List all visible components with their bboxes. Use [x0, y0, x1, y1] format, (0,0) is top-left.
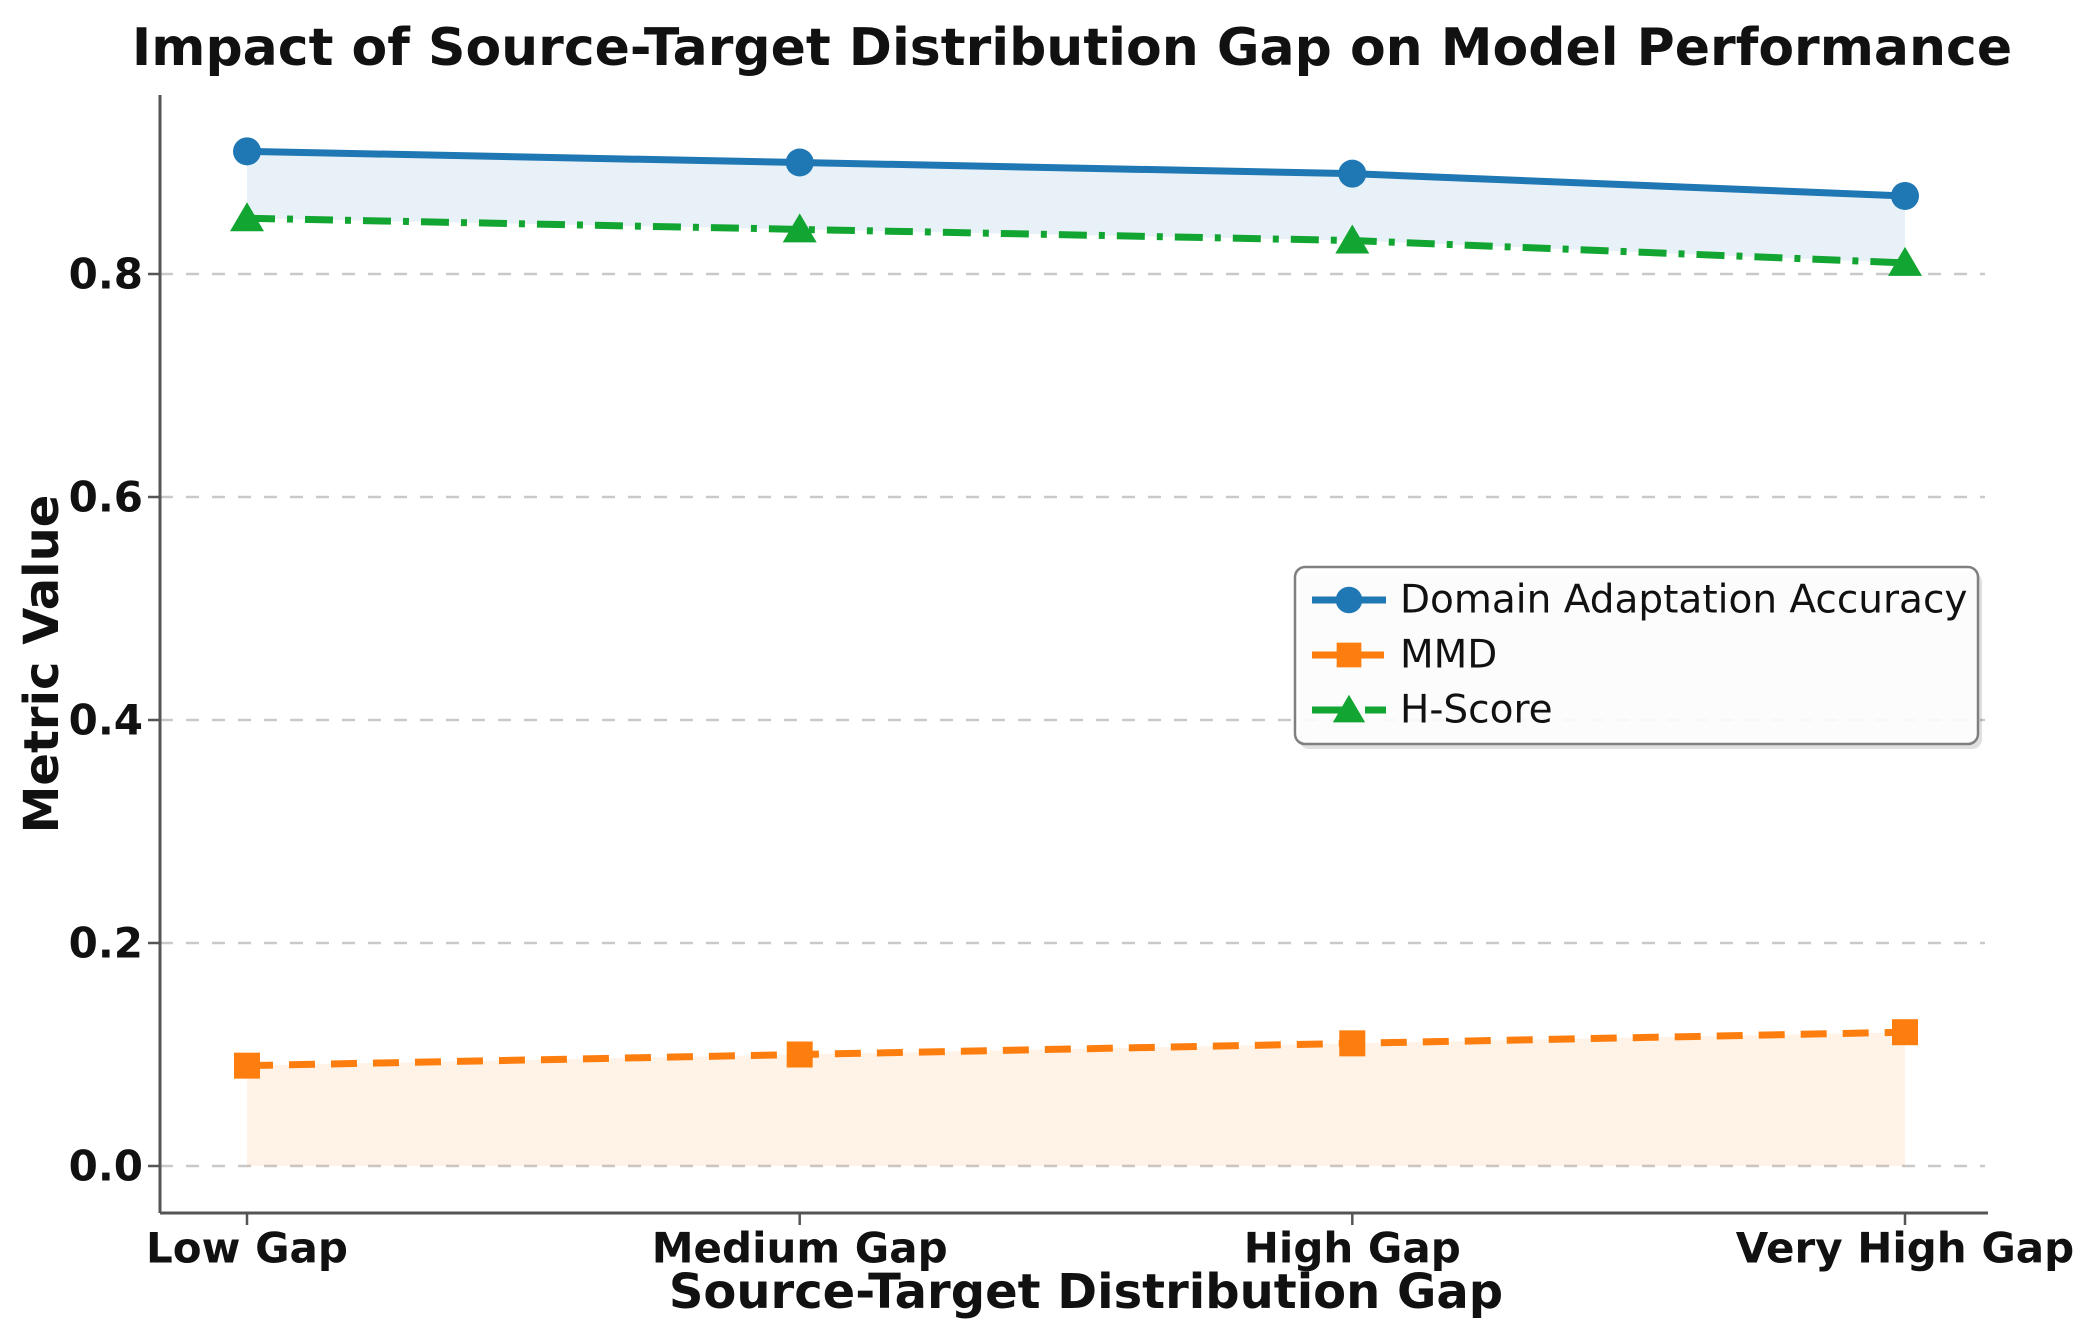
data-point-marker	[233, 137, 261, 166]
area-fills	[247, 151, 1905, 1166]
y-tick-label: 0.8	[69, 250, 143, 299]
legend-entry-domain-adaptation-accuracy: Domain Adaptation Accuracy	[1312, 578, 1967, 623]
x-tick-label: Low Gap	[146, 1224, 348, 1273]
legend-label: Domain Adaptation Accuracy	[1400, 578, 1967, 623]
data-point-marker	[1888, 246, 1922, 276]
data-point-marker	[1332, 694, 1366, 723]
data-point-marker	[1339, 1030, 1366, 1057]
x-tick-label: Very High Gap	[1736, 1224, 2074, 1273]
legend-box	[1293, 565, 1980, 746]
data-point-marker	[1891, 181, 1919, 210]
data-point-marker	[1336, 642, 1362, 668]
x-tick-label: High Gap	[1244, 1224, 1461, 1273]
y-tick-label: 0.4	[69, 696, 143, 745]
legend-entry-mmd: MMD	[1312, 633, 1497, 678]
axes	[148, 95, 1988, 1225]
legend-label: H-Score	[1400, 688, 1553, 733]
legend-label: MMD	[1400, 633, 1497, 678]
data-point-marker	[782, 213, 817, 243]
series-line-h-score	[246, 214, 1906, 267]
y-tick-label: 0.0	[69, 1142, 143, 1191]
fill-domain-adaptation-accuracy	[247, 151, 1905, 263]
x-tick-label: Medium Gap	[652, 1224, 948, 1273]
series-markers	[230, 137, 1922, 1079]
series-line-mmd	[246, 1028, 1906, 1070]
y-tick-label: 0.6	[69, 473, 143, 522]
y-axis-label: Metric Value	[14, 495, 70, 834]
data-point-marker	[1892, 1019, 1918, 1046]
data-point-marker	[234, 1052, 260, 1079]
series-lines	[246, 147, 1906, 1070]
data-point-marker	[1335, 224, 1370, 254]
x-axis-label: Source-Target Distribution Gap	[669, 1264, 1503, 1320]
data-point-marker	[786, 1041, 813, 1068]
chart-title: Impact of Source-Target Distribution Gap…	[132, 18, 2012, 78]
data-point-marker	[230, 202, 264, 232]
fill-mmd	[247, 1032, 1905, 1166]
series-line-domain-adaptation-accuracy	[246, 147, 1906, 200]
legend: Domain Adaptation Accuracy MMD H-Score	[1293, 565, 1982, 749]
legend-entry-h-score: H-Score	[1312, 688, 1553, 733]
data-point-marker	[1335, 586, 1363, 614]
data-point-marker	[785, 148, 814, 177]
y-tick-label: 0.2	[69, 919, 143, 968]
data-point-marker	[1338, 159, 1367, 188]
